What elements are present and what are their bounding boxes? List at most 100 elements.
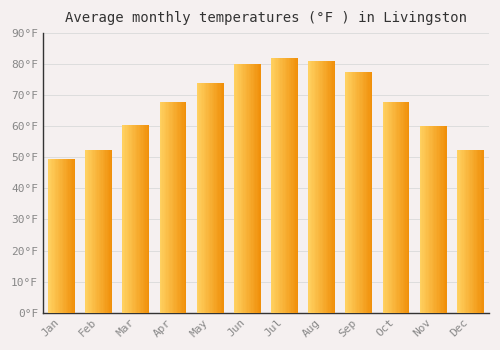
Bar [130, 125, 132, 313]
Bar [88, 150, 90, 313]
Bar [287, 58, 288, 313]
Bar [442, 126, 444, 313]
Bar [90, 150, 91, 313]
Bar [108, 150, 110, 313]
Bar [464, 150, 465, 313]
Bar [128, 125, 130, 313]
Bar [162, 102, 164, 313]
Bar [352, 72, 354, 313]
Bar [291, 58, 292, 313]
Bar [284, 58, 286, 313]
Bar [406, 102, 408, 313]
Bar [426, 126, 428, 313]
Bar [250, 64, 252, 313]
Bar [434, 126, 436, 313]
Bar [384, 102, 386, 313]
Bar [481, 150, 482, 313]
Bar [86, 150, 88, 313]
Bar [140, 125, 141, 313]
Bar [205, 83, 206, 313]
Bar [274, 58, 275, 313]
Bar [444, 126, 446, 313]
Bar [421, 126, 422, 313]
Bar [282, 58, 283, 313]
Bar [214, 83, 216, 313]
Bar [100, 150, 102, 313]
Title: Average monthly temperatures (°F ) in Livingston: Average monthly temperatures (°F ) in Li… [65, 11, 467, 25]
Bar [477, 150, 478, 313]
Bar [331, 61, 332, 313]
Bar [92, 150, 94, 313]
Bar [323, 61, 324, 313]
Bar [438, 126, 440, 313]
Bar [218, 83, 220, 313]
Bar [420, 126, 421, 313]
Bar [165, 102, 166, 313]
Bar [141, 125, 142, 313]
Bar [169, 102, 170, 313]
Bar [328, 61, 330, 313]
Bar [461, 150, 462, 313]
Bar [246, 64, 248, 313]
Bar [386, 102, 388, 313]
Bar [71, 159, 72, 313]
Bar [290, 58, 292, 313]
Bar [252, 64, 254, 313]
Bar [355, 72, 356, 313]
Bar [74, 159, 75, 313]
Bar [359, 72, 360, 313]
Bar [59, 159, 60, 313]
Bar [312, 61, 314, 313]
Bar [311, 61, 312, 313]
Bar [236, 64, 238, 313]
Bar [248, 64, 250, 313]
Bar [319, 61, 320, 313]
Bar [221, 83, 222, 313]
Bar [68, 159, 70, 313]
Bar [58, 159, 59, 313]
Bar [327, 61, 328, 313]
Bar [136, 125, 138, 313]
Bar [126, 125, 128, 313]
Bar [184, 102, 185, 313]
Bar [366, 72, 367, 313]
Bar [51, 159, 52, 313]
Bar [197, 83, 198, 313]
Bar [480, 150, 481, 313]
Bar [98, 150, 99, 313]
Bar [428, 126, 429, 313]
Bar [177, 102, 178, 313]
Bar [182, 102, 184, 313]
Bar [258, 64, 260, 313]
Bar [134, 125, 136, 313]
Bar [280, 58, 282, 313]
Bar [332, 61, 334, 313]
Bar [400, 102, 402, 313]
Bar [216, 83, 217, 313]
Bar [356, 72, 358, 313]
Bar [460, 150, 461, 313]
Bar [346, 72, 347, 313]
Bar [248, 64, 249, 313]
Bar [161, 102, 162, 313]
Bar [212, 83, 213, 313]
Bar [125, 125, 126, 313]
Bar [388, 102, 390, 313]
Bar [164, 102, 165, 313]
Bar [404, 102, 406, 313]
Bar [468, 150, 469, 313]
Bar [275, 58, 276, 313]
Bar [146, 125, 148, 313]
Bar [330, 61, 331, 313]
Bar [210, 83, 212, 313]
Bar [234, 64, 235, 313]
Bar [371, 72, 372, 313]
Bar [260, 64, 261, 313]
Bar [66, 159, 67, 313]
Bar [110, 150, 111, 313]
Bar [294, 58, 296, 313]
Bar [168, 102, 169, 313]
Bar [392, 102, 394, 313]
Bar [132, 125, 134, 313]
Bar [279, 58, 280, 313]
